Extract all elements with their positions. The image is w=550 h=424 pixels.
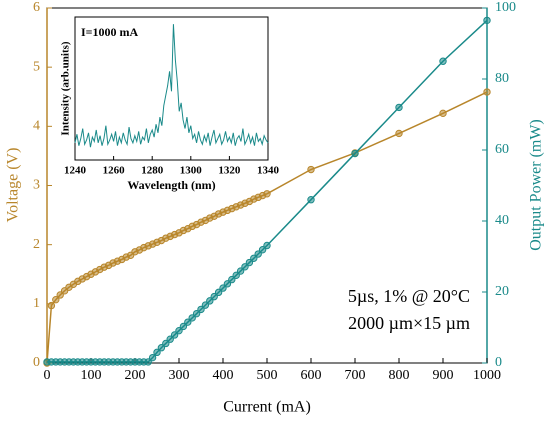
y2-tick-label: 40 — [495, 213, 509, 228]
x-tick-label: 1240 — [64, 165, 87, 177]
data-point — [439, 57, 447, 65]
y-tick-label: 4 — [33, 119, 40, 134]
data-point — [395, 103, 403, 112]
y-tick-label: 6 — [33, 0, 40, 15]
data-point — [219, 284, 227, 292]
data-point — [153, 348, 161, 357]
x-tick-label: 1340 — [257, 165, 280, 177]
x-tick-label: 700 — [345, 368, 366, 383]
data-point — [236, 267, 245, 275]
y-tick-label: 0 — [33, 355, 40, 370]
y2-axis-label: Output Power (mW) — [528, 119, 545, 251]
data-point — [351, 149, 359, 158]
y-tick-label: 2 — [33, 237, 40, 252]
x-tick-label: 300 — [169, 368, 190, 383]
data-point — [192, 309, 201, 318]
y-tick-label: 3 — [33, 178, 40, 193]
data-point — [483, 88, 491, 96]
data-point — [223, 280, 232, 288]
y-tick-label: 1 — [33, 296, 40, 311]
y-tick-label: 5 — [33, 59, 40, 74]
x-tick-label: 1260 — [103, 165, 126, 177]
y2-tick-label: 20 — [495, 284, 509, 299]
y2-tick-label: 0 — [495, 355, 502, 370]
data-point — [166, 335, 174, 343]
x-tick-label: 900 — [433, 368, 454, 383]
x-tick-label: 500 — [257, 368, 278, 383]
x-tick-label: 800 — [389, 368, 410, 383]
data-point — [254, 250, 262, 258]
data-point — [201, 301, 210, 309]
y2-tick-label: 80 — [495, 71, 509, 86]
data-point — [162, 339, 170, 348]
x-tick-label: 1320 — [218, 165, 241, 177]
data-point — [47, 301, 56, 310]
data-point — [439, 109, 447, 118]
annotation: 2000 µm×15 µm — [348, 313, 470, 333]
data-point — [170, 331, 179, 339]
data-point — [307, 165, 315, 174]
data-point — [250, 254, 258, 262]
data-point — [210, 292, 218, 301]
data-point — [197, 305, 205, 314]
data-point — [232, 271, 240, 280]
data-point — [263, 190, 271, 198]
data-point — [56, 291, 64, 299]
data-point — [157, 344, 166, 352]
x-tick-label: 1280 — [141, 165, 164, 177]
x-tick-label: 600 — [301, 368, 322, 383]
x-tick-label: 1300 — [180, 165, 203, 177]
y2-tick-label: 100 — [495, 0, 516, 15]
spectrum-line — [74, 24, 269, 148]
inset-annotation: I=1000 mA — [81, 25, 139, 39]
data-point — [175, 326, 183, 335]
data-point — [184, 318, 192, 326]
data-point — [483, 16, 491, 25]
x-tick-label: 100 — [81, 368, 102, 383]
y-axis-label: Voltage (V) — [5, 148, 22, 223]
data-point — [307, 196, 315, 204]
x-tick-label: 1000 — [473, 368, 501, 383]
x-tick-label: 200 — [125, 368, 146, 383]
data-point — [179, 322, 188, 331]
inset-x-label: Wavelength (nm) — [127, 178, 215, 192]
y2-tick-label: 60 — [495, 142, 509, 157]
x-tick-label: 0 — [44, 368, 51, 383]
data-point — [144, 358, 152, 366]
data-point — [214, 288, 223, 297]
data-point — [188, 314, 196, 322]
data-point — [245, 258, 254, 267]
data-point — [206, 297, 214, 305]
data-point — [258, 246, 267, 254]
data-point — [263, 241, 271, 250]
data-point — [228, 275, 236, 284]
inset-y-label: Intensity (arb.units) — [60, 41, 72, 135]
annotation: 5µs, 1% @ 20°C — [348, 286, 470, 306]
x-tick-label: 400 — [213, 368, 234, 383]
data-point — [148, 353, 157, 362]
x-axis-label: Current (mA) — [223, 399, 311, 416]
data-point — [241, 263, 249, 271]
data-point — [52, 295, 60, 304]
data-point — [395, 129, 403, 138]
